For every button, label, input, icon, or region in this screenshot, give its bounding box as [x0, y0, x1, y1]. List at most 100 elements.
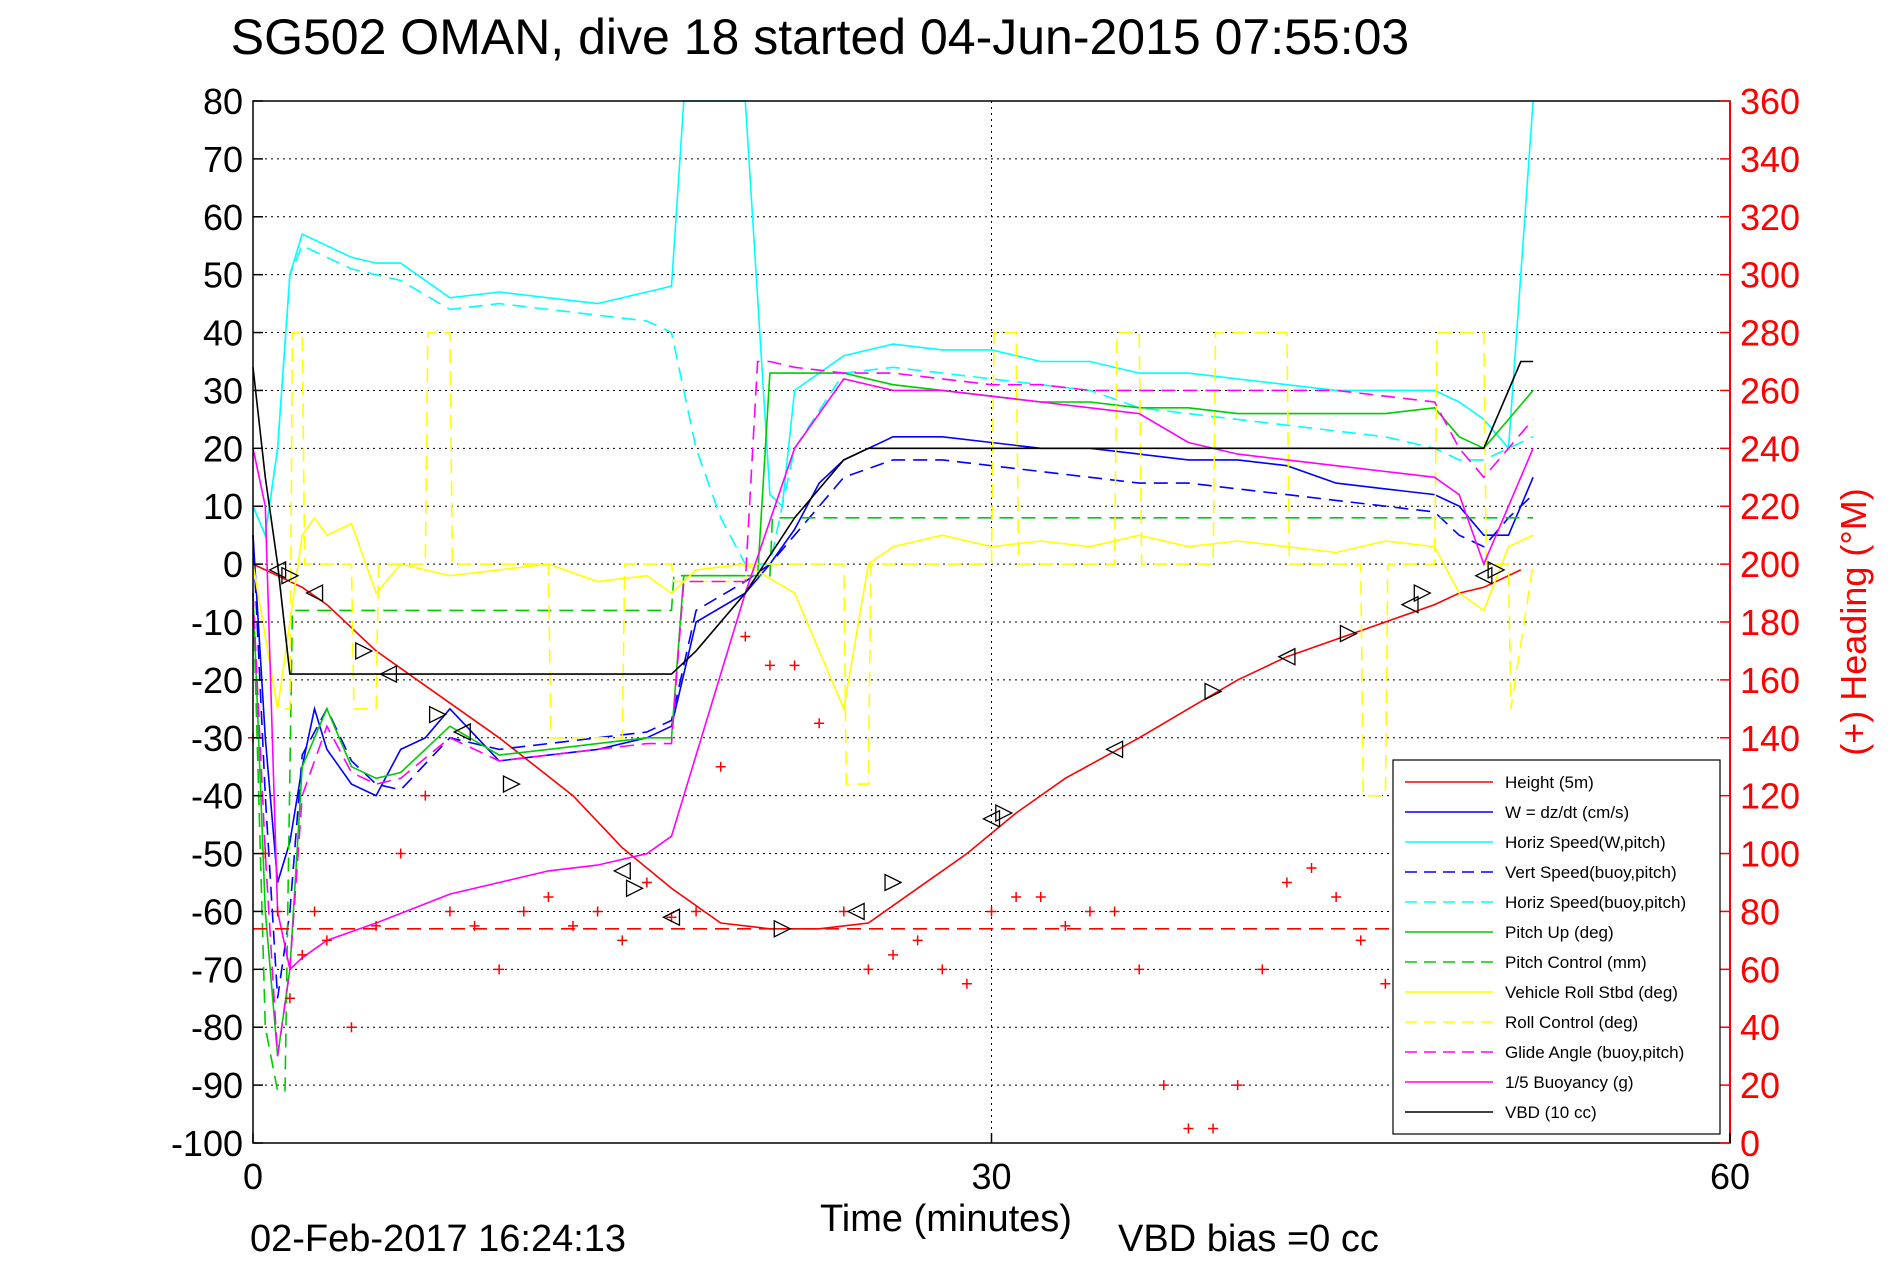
triangle-marker	[612, 861, 631, 880]
series-vehicle-roll-stbd-deg	[252, 516, 1534, 712]
triangle-marker	[502, 775, 521, 794]
triangle-marker	[625, 879, 645, 898]
y-tick-label: 0	[223, 544, 243, 585]
series-1-5-buoyancy-g	[252, 377, 1534, 971]
y2-tick-label: 180	[1740, 602, 1800, 643]
chart-title: SG502 OMAN, dive 18 started 04-Jun-2015 …	[230, 9, 1410, 65]
heading-marker	[641, 877, 652, 888]
legend-label: Vehicle Roll Stbd (deg)	[1505, 983, 1678, 1002]
heading-marker	[543, 891, 554, 902]
heading-marker	[961, 978, 972, 989]
legend-label: Horiz Speed(W,pitch)	[1505, 833, 1666, 852]
series-roll-control-deg	[252, 331, 1534, 797]
vbd-bias-note: VBD bias =0 cc	[1118, 1218, 1379, 1260]
heading-marker	[494, 964, 505, 975]
heading-marker	[1306, 863, 1317, 874]
triangle-marker	[428, 705, 448, 724]
y2-tick-label: 200	[1740, 544, 1800, 585]
heading-marker	[272, 906, 283, 917]
legend-label: Pitch Control (mm)	[1505, 953, 1647, 972]
triangle-marker	[1400, 595, 1419, 614]
heading-marker	[740, 631, 751, 642]
heading-marker	[1084, 906, 1095, 917]
series-lines	[248, 100, 1534, 1134]
y2-axis-label: (+) Heading (°M)	[1833, 488, 1874, 755]
y-tick-label: -10	[191, 602, 243, 643]
heading-marker	[1035, 891, 1046, 902]
legend-label: VBD (10 cc)	[1505, 1103, 1597, 1122]
y-tick-label: -20	[191, 660, 243, 701]
triangle-marker	[281, 566, 300, 585]
y2-tick-label: 80	[1740, 891, 1780, 932]
heading-marker	[986, 906, 997, 917]
y-tick-label: 80	[203, 81, 243, 122]
heading-marker	[309, 906, 320, 917]
heading-marker	[715, 761, 726, 772]
x-tick-label: 60	[1710, 1156, 1750, 1197]
y-tick-label: 70	[203, 139, 243, 180]
y2-tick-label: 260	[1740, 370, 1800, 411]
heading-marker	[1355, 935, 1366, 946]
y2-tick-label: 280	[1740, 313, 1800, 354]
plot-timestamp: 02-Feb-2017 16:24:13	[250, 1218, 627, 1260]
heading-marker	[1232, 1080, 1243, 1091]
heading-marker	[1208, 1123, 1219, 1134]
triangle-marker	[1487, 560, 1506, 579]
x-axis-label: Time (minutes)	[820, 1198, 1072, 1240]
y2-tick-label: 40	[1740, 1007, 1780, 1048]
heading-marker	[1380, 978, 1391, 989]
y2-tick-label: 20	[1740, 1065, 1780, 1106]
y-tick-label: -30	[191, 718, 243, 759]
heading-marker	[420, 790, 431, 801]
y-tick-label: -80	[191, 1007, 243, 1048]
heading-marker	[1158, 1080, 1169, 1091]
series-pitch-up-deg	[252, 372, 1534, 1057]
triangle-marker	[452, 722, 471, 742]
triangle-marker	[773, 919, 792, 938]
heading-marker	[789, 660, 800, 671]
heading-marker	[1134, 964, 1145, 975]
x-tick-label: 30	[971, 1156, 1011, 1197]
tick-labels: -100-90-80-70-60-50-40-30-20-10010203040…	[171, 81, 1874, 1197]
heading-marker	[592, 906, 603, 917]
heading-marker	[764, 660, 775, 671]
heading-marker	[912, 935, 923, 946]
heading-marker	[617, 935, 628, 946]
legend-label: Vert Speed(buoy,pitch)	[1505, 863, 1677, 882]
heading-marker	[1281, 877, 1292, 888]
legend-label: 1/5 Buoyancy (g)	[1505, 1073, 1634, 1092]
triangle-marker	[305, 584, 324, 603]
triangle-marker	[846, 902, 865, 921]
triangle-markers	[268, 560, 1506, 938]
series-horiz-speed-w-pitch	[252, 100, 1534, 539]
y2-tick-label: 100	[1740, 834, 1800, 875]
heading-marker	[1183, 1123, 1194, 1134]
y2-tick-label: 140	[1740, 718, 1800, 759]
y2-tick-label: 360	[1740, 81, 1800, 122]
triangle-marker	[1105, 740, 1124, 759]
heading-marker	[1331, 891, 1342, 902]
legend-label: Glide Angle (buoy,pitch)	[1505, 1043, 1684, 1062]
heading-marker	[395, 848, 406, 859]
heading-marker	[321, 935, 332, 946]
y-tick-label: 60	[203, 197, 243, 238]
y2-tick-label: 340	[1740, 139, 1800, 180]
triangle-marker	[1204, 682, 1223, 701]
triangle-marker	[378, 665, 398, 684]
y-tick-label: 50	[203, 255, 243, 296]
triangle-marker	[355, 641, 374, 660]
legend-label: Horiz Speed(buoy,pitch)	[1505, 893, 1686, 912]
y-tick-label: -70	[191, 949, 243, 990]
legend-label: W = dz/dt (cm/s)	[1505, 803, 1629, 822]
heading-marker	[1109, 906, 1120, 917]
series-vert-speed-buoy-pitch	[252, 459, 1534, 999]
legend-label: Pitch Up (deg)	[1505, 923, 1614, 942]
heading-marker	[814, 718, 825, 729]
series-pitch-control-mm	[252, 516, 1534, 1092]
heading-marker	[297, 949, 308, 960]
y2-tick-label: 320	[1740, 197, 1800, 238]
y2-tick-label: 60	[1740, 949, 1780, 990]
y-tick-label: -60	[191, 891, 243, 932]
